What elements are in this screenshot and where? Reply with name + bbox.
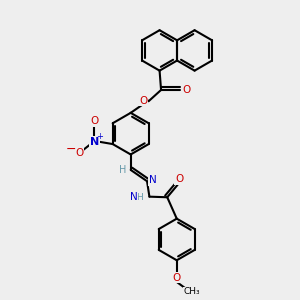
Text: O: O xyxy=(172,272,181,283)
Text: N: N xyxy=(90,137,99,147)
Text: −: − xyxy=(65,142,76,156)
Text: N: N xyxy=(149,175,157,185)
Text: N: N xyxy=(130,192,138,202)
Text: O: O xyxy=(183,85,191,95)
Text: +: + xyxy=(96,132,103,141)
Text: H: H xyxy=(136,193,143,202)
Text: CH₃: CH₃ xyxy=(184,287,200,296)
Text: O: O xyxy=(90,116,98,127)
Text: O: O xyxy=(139,96,147,106)
Text: H: H xyxy=(119,165,126,175)
Text: O: O xyxy=(75,148,83,158)
Text: O: O xyxy=(175,174,183,184)
